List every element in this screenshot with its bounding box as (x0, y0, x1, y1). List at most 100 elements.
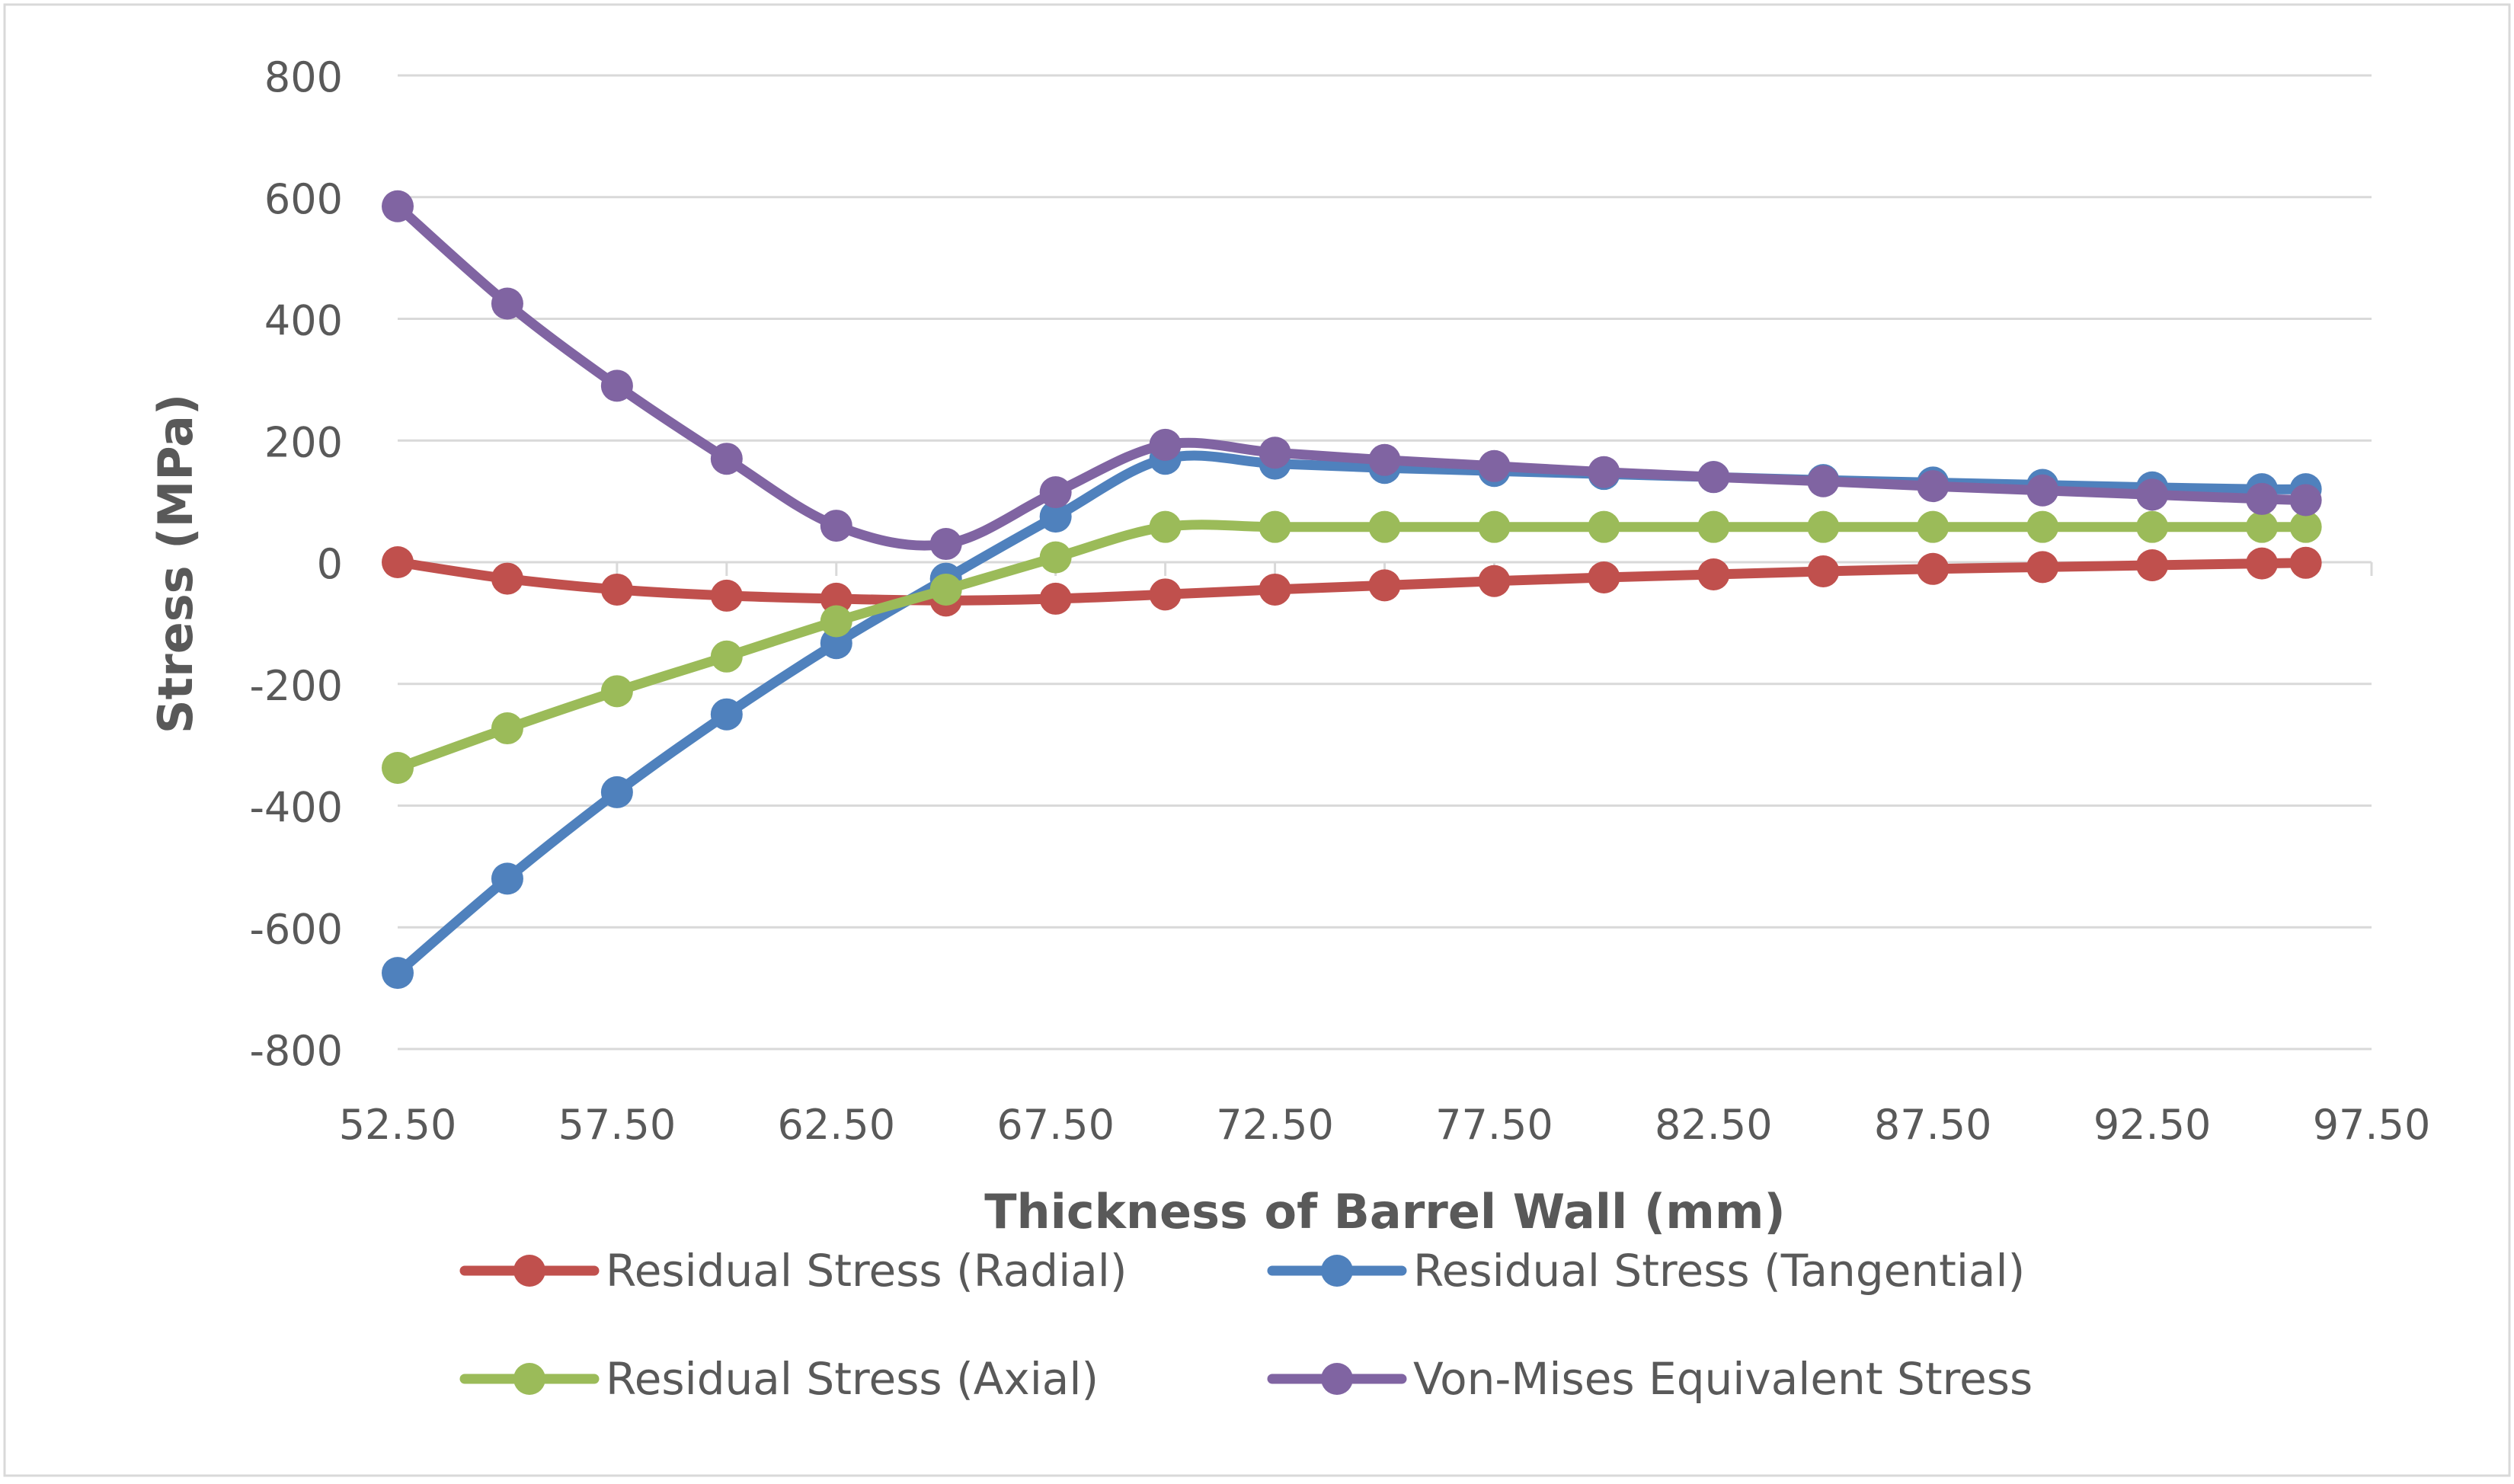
y-tick-label: -600 (249, 905, 343, 953)
data-point (2246, 547, 2279, 580)
data-point (2246, 482, 2279, 515)
data-point (1588, 456, 1620, 488)
data-point (2289, 510, 2322, 543)
x-tick-label: 77.50 (1435, 1101, 1553, 1149)
data-point (2026, 551, 2059, 584)
data-point (820, 605, 852, 638)
data-point (1368, 510, 1401, 543)
x-tick-label: 87.50 (1874, 1101, 1992, 1149)
data-point (491, 562, 523, 595)
data-point (382, 190, 414, 222)
data-point (710, 640, 743, 673)
legend-item-residual-stress-axial: Residual Stress (Axial) (459, 1353, 1099, 1405)
legend-swatch-marker (1321, 1255, 1353, 1287)
y-axis-label: Stress (MPa) (148, 394, 203, 734)
data-point (2026, 474, 2059, 507)
data-point (820, 510, 852, 542)
data-point (1368, 443, 1401, 476)
y-tick-label: 800 (264, 53, 343, 101)
y-tick-label: 200 (264, 418, 343, 466)
data-point (1039, 501, 1072, 533)
data-point (1588, 561, 1620, 593)
data-point (1917, 470, 1949, 503)
data-point (1368, 569, 1401, 602)
data-point (710, 579, 743, 612)
data-point (1039, 541, 1072, 574)
y-tick-label: 0 (317, 540, 343, 588)
legend-label: Residual Stress (Axial) (606, 1353, 1099, 1405)
legend-item-residual-stress-radial: Residual Stress (Radial) (459, 1245, 1127, 1297)
data-point (1807, 465, 1840, 497)
data-point (2289, 546, 2322, 579)
data-point (1149, 578, 1182, 611)
data-point (600, 369, 633, 402)
data-point (600, 573, 633, 606)
legend-item-residual-stress-tangential: Residual Stress (Tangential) (1267, 1245, 2025, 1297)
data-point (1697, 558, 1730, 590)
axes: 800 600 400 200 0 -200 -400 -600 -800 52.50 57.50 6… (249, 53, 2430, 1149)
x-tick-label: 67.50 (996, 1101, 1115, 1149)
data-point (1807, 555, 1840, 587)
legend-label: Residual Stress (Radial) (606, 1245, 1127, 1297)
data-point (1478, 449, 1511, 482)
data-point (1149, 428, 1182, 461)
y-tick-label: -400 (249, 784, 343, 832)
data-point (600, 776, 633, 808)
x-tick-label: 82.50 (1655, 1101, 1773, 1149)
y-tick-label: -200 (249, 662, 343, 710)
data-point (1259, 437, 1291, 469)
data-point (1039, 582, 1072, 615)
data-point (2136, 510, 2169, 543)
x-tick-label: 72.50 (1216, 1101, 1334, 1149)
data-point (1478, 564, 1511, 597)
data-point (1149, 510, 1182, 543)
legend-swatch-marker (513, 1255, 545, 1287)
data-point (1697, 510, 1730, 543)
data-point (1039, 476, 1072, 509)
x-axis-label: Thickness of Barrel Wall (mm) (984, 1184, 1786, 1239)
data-point (1259, 510, 1291, 543)
data-point (929, 528, 962, 561)
data-point (382, 546, 414, 578)
data-point (382, 751, 414, 784)
legend-swatch-marker (1321, 1363, 1353, 1395)
series-residual-stress-axial (382, 510, 2322, 784)
data-point (929, 573, 962, 606)
y-tick-label: -800 (249, 1027, 343, 1075)
legend-swatch-marker (513, 1363, 545, 1395)
data-point (1478, 510, 1511, 543)
data-point (491, 287, 523, 320)
data-point (2136, 478, 2169, 511)
data-point (491, 862, 523, 895)
data-point (1259, 573, 1291, 606)
y-tick-label: 600 (264, 175, 343, 223)
data-point (600, 675, 633, 708)
chart-frame (3, 3, 2511, 1477)
x-tick-label: 62.50 (777, 1101, 895, 1149)
data-point (2246, 510, 2279, 543)
legend: Residual Stress (Radial) Residual Stress … (459, 1245, 2033, 1405)
series-von-mises-equivalent-stress (382, 190, 2322, 561)
data-point (1917, 510, 1949, 543)
gridlines (398, 74, 2372, 1051)
x-tick-label: 57.50 (558, 1101, 676, 1149)
data-point (820, 582, 852, 615)
data-point (2136, 549, 2169, 581)
data-point (1697, 461, 1730, 494)
data-point (382, 957, 414, 990)
x-tick-label: 97.50 (2313, 1101, 2431, 1149)
data-point (1917, 552, 1949, 585)
series-line (392, 201, 2311, 551)
legend-label: Residual Stress (Tangential) (1413, 1245, 2025, 1297)
x-tick-label: 52.50 (339, 1101, 457, 1149)
legend-item-von-mises-equivalent-stress: Von-Mises Equivalent Stress (1267, 1353, 2033, 1405)
data-point (820, 627, 852, 660)
data-point (2289, 484, 2322, 517)
data-point (1588, 510, 1620, 543)
data-point (2026, 510, 2059, 543)
data-point (491, 712, 523, 745)
y-tick-label: 400 (264, 297, 343, 345)
data-point (710, 698, 743, 731)
